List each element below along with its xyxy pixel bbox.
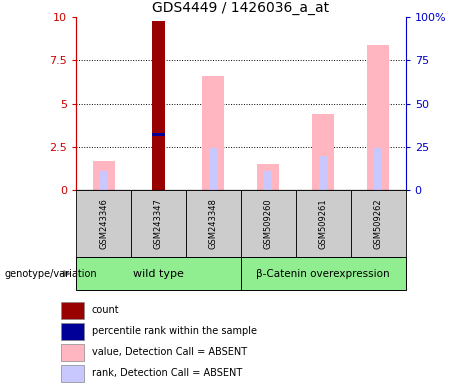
Bar [61, 323, 83, 339]
Text: rank, Detection Call = ABSENT: rank, Detection Call = ABSENT [92, 368, 242, 379]
Bar [186, 190, 241, 257]
Bar [319, 156, 327, 190]
Bar [152, 21, 165, 190]
Bar [296, 190, 351, 257]
Text: GSM243347: GSM243347 [154, 198, 163, 249]
Bar [93, 161, 114, 190]
Bar [61, 365, 83, 382]
Bar [374, 148, 382, 190]
Bar [264, 171, 272, 190]
Bar [257, 164, 279, 190]
Text: GSM509262: GSM509262 [374, 199, 383, 249]
Text: β-Catenin overexpression: β-Catenin overexpression [256, 268, 390, 279]
Text: percentile rank within the sample: percentile rank within the sample [92, 326, 257, 336]
Text: GSM243346: GSM243346 [99, 198, 108, 249]
Bar [152, 133, 165, 136]
Text: genotype/variation: genotype/variation [5, 268, 97, 279]
Title: GDS4449 / 1426036_a_at: GDS4449 / 1426036_a_at [152, 1, 330, 15]
Bar [312, 114, 334, 190]
Text: count: count [92, 305, 119, 315]
Text: wild type: wild type [133, 268, 184, 279]
Bar [202, 76, 225, 190]
Text: value, Detection Call = ABSENT: value, Detection Call = ABSENT [92, 347, 247, 358]
Bar [61, 344, 83, 361]
Bar [351, 190, 406, 257]
Bar [61, 302, 83, 319]
Bar [241, 190, 296, 257]
Text: GSM243348: GSM243348 [209, 198, 218, 249]
Bar [209, 148, 218, 190]
Bar [241, 257, 406, 290]
Bar [367, 45, 389, 190]
Text: GSM509260: GSM509260 [264, 199, 273, 249]
Text: GSM509261: GSM509261 [319, 199, 328, 249]
Bar [100, 171, 108, 190]
Bar [76, 190, 131, 257]
Bar [76, 257, 241, 290]
Bar [131, 190, 186, 257]
